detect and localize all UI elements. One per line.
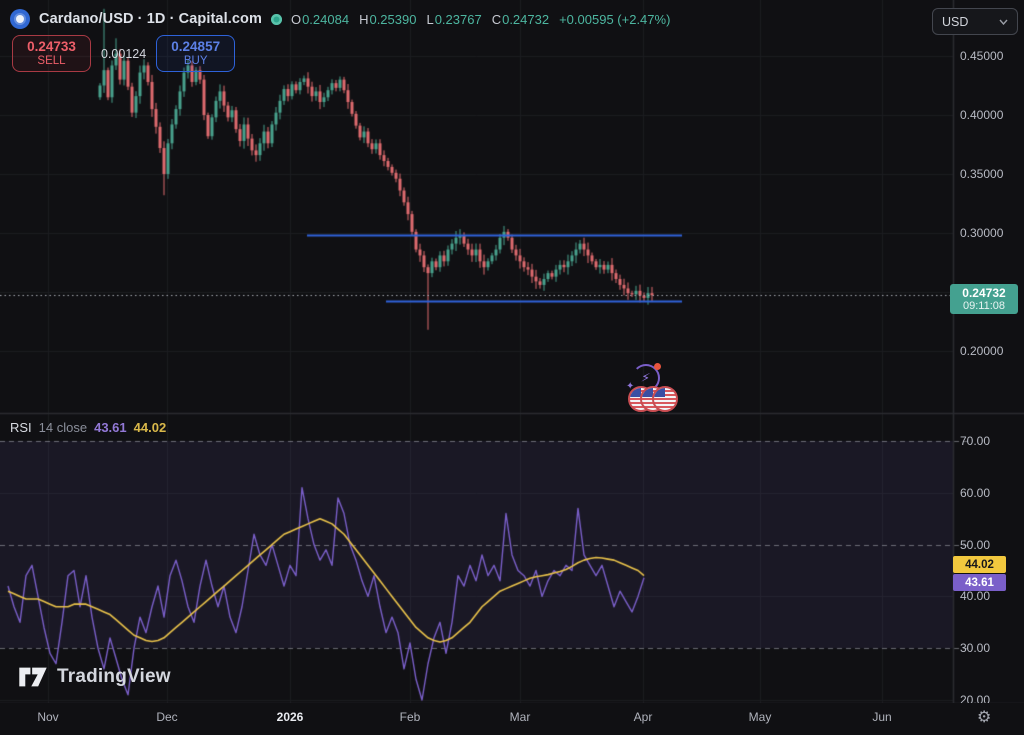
tradingview-logo[interactable]: TradingView [18,665,171,689]
close-label: C [491,11,502,27]
open-value: 0.24084 [302,11,350,27]
chevron-down-icon [999,19,1008,25]
rsi-ma-badge: 44.02 [953,556,1006,573]
low-value: 0.23767 [434,11,482,27]
market-status-icon[interactable] [270,13,282,25]
rsi-tick-label: 30.00 [960,641,991,656]
event-markers: ⚡ ✦ [626,362,680,412]
open-label: O [290,11,302,27]
cardano-logo-icon [10,9,30,29]
current-price-badge: 0.24732 09:11:08 [950,284,1018,314]
price-axis[interactable]: 0.45000 0.40000 0.35000 0.30000 0.20000 [955,0,1024,413]
current-price-value: 0.24732 [962,285,1006,300]
tradingview-logo-icon [19,667,47,687]
bar-countdown: 09:11:08 [962,300,1005,313]
time-axis-label: May [748,710,772,724]
sell-label: SELL [37,54,66,67]
sell-price: 0.24733 [27,39,76,55]
sell-button[interactable]: 0.24733 SELL [12,35,91,72]
buy-label: BUY [183,54,208,67]
time-axis-label: Feb [399,710,421,724]
symbol-title[interactable]: Cardano/USD · 1D · Capital.com [39,11,262,27]
time-axis[interactable]: ⚙ Nov Dec 2026 Feb Mar Apr May Jun [0,703,1024,735]
us-flag-icon [652,386,678,412]
time-axis-label: Dec [156,710,178,724]
change-value: +0.00595 (+2.47%) [559,11,671,27]
price-tick-label: 0.20000 [960,344,1004,358]
close-value: 0.24732 [502,11,550,27]
price-tick-label: 0.35000 [960,167,1004,181]
cardano-logo-dot [16,15,24,23]
ohlc-values: O 0.24084 H 0.25390 L 0.23767 C 0.24732 +0.0… [291,12,670,27]
rsi-line-badge: 43.61 [953,574,1006,591]
rsi-tick-label: 60.00 [960,485,991,500]
currency-value: USD [942,14,969,29]
price-tick-label: 0.40000 [960,108,1004,122]
price-tick-label: 0.30000 [960,226,1004,240]
rsi-tick-label: 40.00 [960,589,991,604]
rsi-indicator-header[interactable]: RSI 14 close 43.61 44.02 [10,420,166,435]
rsi-name: RSI [10,420,32,435]
rsi-tick-label: 50.00 [960,537,991,552]
rsi-params: 14 close [38,420,88,435]
buy-button[interactable]: 0.24857 BUY [156,35,236,72]
time-axis-label: Mar [509,710,531,724]
buy-price: 0.24857 [171,39,221,55]
tradingview-logo-text: TradingView [57,666,171,687]
rsi-axis[interactable]: 70.00 60.00 50.00 40.00 30.00 20.00 [955,413,1024,707]
lightning-icon: ⚡ [640,369,652,387]
us-flag-canton [654,388,665,397]
high-label: H [359,11,369,27]
trade-panel: 0.24733 SELL 0.00124 0.24857 BUY [12,35,236,72]
currency-selector[interactable]: USD [932,8,1018,35]
time-axis-label: Nov [37,710,59,724]
time-axis-label: Apr [633,710,653,724]
us-flag-canton [642,388,653,397]
rsi-line-value: 43.61 [94,420,127,435]
economic-events-group[interactable] [628,386,678,412]
sparkle-icon: ✦ [626,381,635,392]
rsi-tick-label: 70.00 [960,434,991,448]
price-tick-label: 0.45000 [960,49,1004,63]
alert-dot-icon [654,363,661,370]
time-axis-label: Jun [872,710,892,724]
us-flag-canton [630,388,641,397]
chart-header: Cardano/USD · 1D · Capital.com O 0.24084 … [10,9,670,29]
rsi-ma-value: 44.02 [133,420,167,435]
high-value: 0.25390 [369,11,417,27]
spread-value: 0.00124 [101,46,147,61]
low-label: L [426,11,434,27]
time-axis-label: 2026 [276,710,304,724]
axis-settings-gear-icon[interactable]: ⚙ [977,707,992,726]
